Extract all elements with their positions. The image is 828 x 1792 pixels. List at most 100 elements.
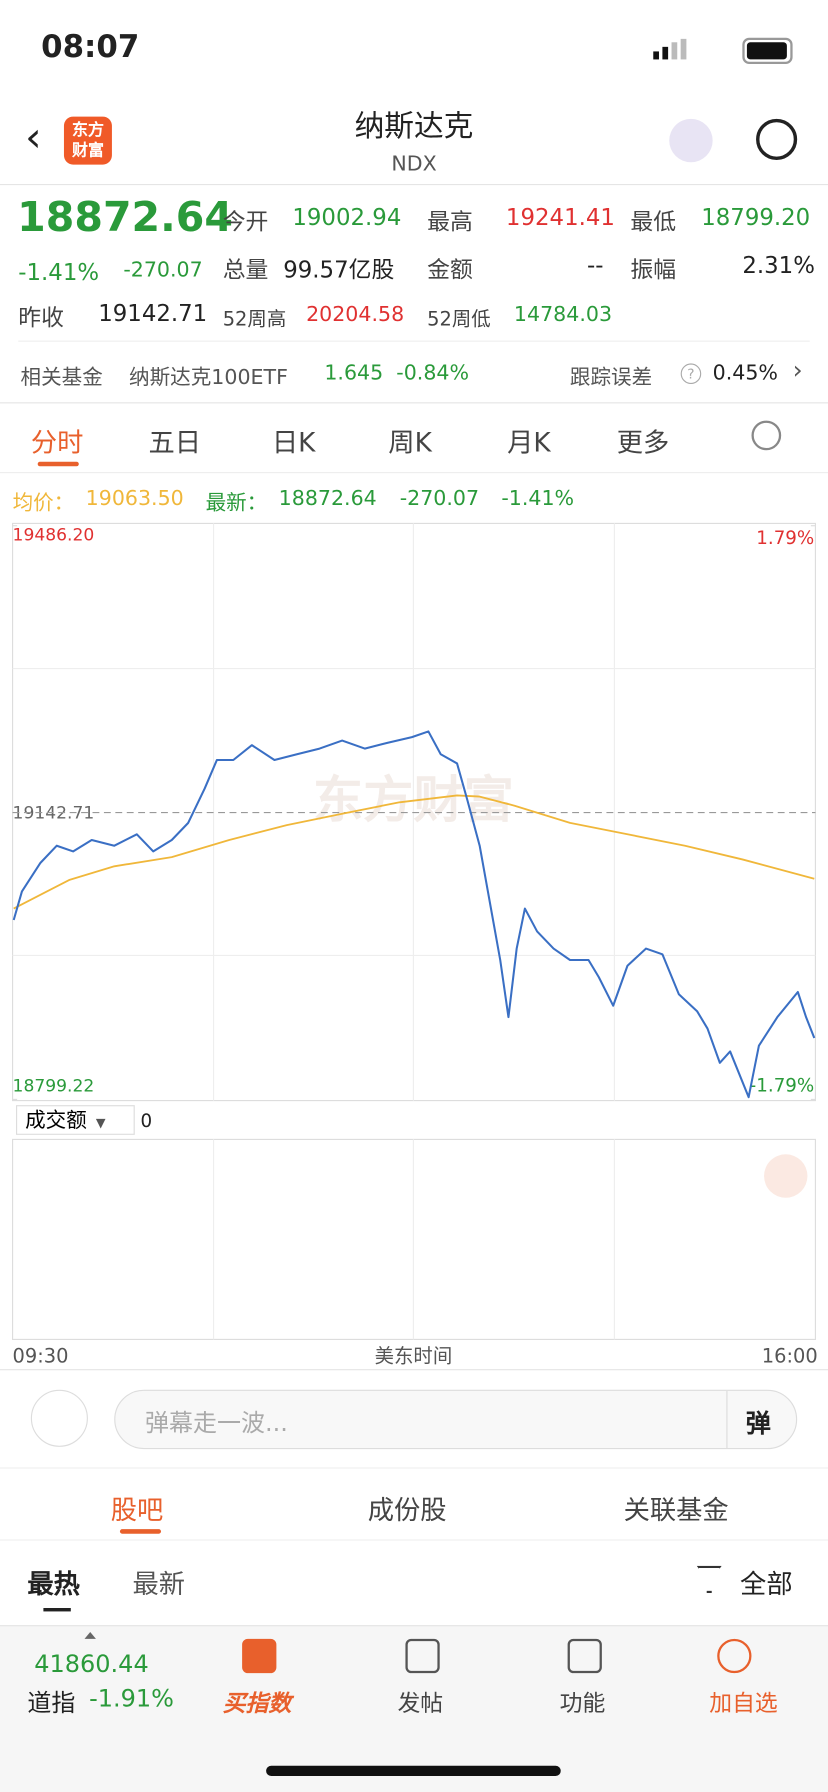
placeholder: 弹幕走一波... (145, 1409, 288, 1437)
fund-label: 相关基金 (20, 365, 103, 390)
nav-item[interactable]: 发帖 (397, 1689, 444, 1717)
chart: 东方财富 美东时间 18799.22 19142.71 19486.20 -1.79%… (11, 522, 818, 1367)
field-value: 19241.41 (505, 203, 615, 231)
divider (0, 402, 828, 404)
fund-name[interactable]: 纳斯达克100ETF (129, 365, 288, 390)
y2-tick-label: -1.79% (750, 1075, 815, 1096)
expand-button[interactable] (764, 1154, 808, 1198)
field-value: 18799.20 (701, 203, 811, 231)
status-time: 08:07 (41, 29, 140, 66)
volume-frame (11, 1138, 817, 1341)
logo-text: 东方 (71, 121, 104, 140)
field-value: 19142.71 (98, 299, 208, 327)
fund-price: 1.645 (324, 361, 384, 386)
section-tab[interactable]: 成份股 (367, 1496, 447, 1526)
field-value: 99.57亿股 (283, 256, 395, 284)
danmaku-button[interactable]: 弹 (745, 1410, 771, 1439)
field-label: 52周低 (427, 308, 491, 332)
subtab-indicator (43, 1608, 71, 1612)
tab-indicator (37, 461, 79, 467)
chart-tab[interactable]: 日K (271, 428, 316, 459)
fund-change: -0.84% (396, 361, 470, 386)
logo: 东方 财富 (63, 116, 112, 165)
signal (653, 38, 690, 60)
nav-icon (567, 1638, 602, 1674)
x-tick-label: 09:30 (13, 1344, 69, 1367)
tracking-label: 跟踪误差 (569, 365, 653, 390)
field-label: 振幅 (630, 256, 677, 284)
chart-tab[interactable]: 月K (507, 428, 551, 459)
subtitle: NDX (391, 152, 437, 177)
legend-avg: 19063.50 (85, 486, 184, 511)
settings-button[interactable] (751, 420, 782, 451)
nav-icon (717, 1638, 752, 1674)
price: 18872.64 (17, 194, 234, 242)
index-value: 41860.44 (34, 1650, 149, 1678)
divider (18, 340, 810, 342)
divider (0, 1467, 828, 1469)
legend-avg-label: 均价： (12, 491, 75, 516)
nav-icon (405, 1638, 440, 1674)
x-axis-label: 美东时间 (375, 1344, 453, 1367)
section-indicator (119, 1529, 162, 1534)
tracking-value: 0.45% (712, 361, 778, 386)
nav-icon (242, 1638, 277, 1674)
battery (742, 37, 793, 65)
index-change: -1.91% (89, 1684, 174, 1713)
home-indicator (266, 1765, 561, 1777)
y-tick-label: 19142.71 (13, 803, 95, 823)
nav-item[interactable]: 买指数 (222, 1689, 292, 1717)
bottom-bar (0, 1625, 828, 1792)
x-tick-label: 16:00 (762, 1344, 818, 1367)
expand-arrow (84, 1632, 96, 1639)
filter-icon (696, 1565, 722, 1594)
y-tick-label: 18799.22 (13, 1076, 95, 1096)
field-label: 最低 (630, 208, 677, 236)
field-label: 今开 (222, 208, 269, 236)
index-name: 道指 (27, 1689, 76, 1717)
nav-item[interactable]: 加自选 (709, 1689, 778, 1717)
field-value: 20204.58 (306, 302, 405, 327)
comment-input[interactable]: 弹幕走一波... 弹 (114, 1389, 798, 1450)
divider (0, 184, 828, 186)
field-value: -- (587, 251, 604, 279)
watermark: 东方财富 (313, 770, 514, 829)
volume-value: 0 (140, 1109, 153, 1132)
section-tab[interactable]: 关联基金 (623, 1496, 729, 1526)
field-value: 14784.03 (513, 302, 613, 327)
legend-change: -270.07 (399, 486, 480, 511)
change: -270.07 (123, 258, 203, 283)
legend-change-pct: -1.41% (501, 486, 575, 511)
field-label: 金额 (427, 256, 473, 284)
filter[interactable]: 全部 (740, 1570, 793, 1601)
chevron: › (792, 356, 803, 386)
back-button[interactable]: ‹ (25, 114, 42, 162)
divider (0, 1369, 828, 1371)
field-value: 2.31% (742, 251, 815, 279)
chart-tab[interactable]: 分时 (30, 428, 84, 459)
legend-latest-label: 最新： (205, 491, 268, 516)
title: 纳斯达克 (354, 109, 474, 145)
subtab-new[interactable]: 最新 (132, 1570, 186, 1601)
nav-item[interactable]: 功能 (559, 1689, 606, 1717)
field-label: 昨收 (18, 304, 64, 332)
field-value: 19002.94 (292, 203, 402, 231)
volume-label: 成交额 (25, 1108, 87, 1133)
help-icon[interactable]: ? (680, 363, 702, 385)
chart-tab[interactable]: 周K (388, 428, 432, 459)
y2-tick-label: 1.79% (756, 528, 814, 549)
danmaku-toggle[interactable] (30, 1389, 88, 1447)
logo-text: 财富 (71, 141, 104, 161)
divider (0, 1539, 828, 1541)
assistant-icon[interactable] (669, 118, 713, 163)
y-tick-label: 19486.20 (13, 526, 95, 546)
subtab-hot[interactable]: 最热 (27, 1570, 80, 1601)
series-line (12, 730, 816, 1099)
volume-selector[interactable]: 成交额 ▼ (15, 1105, 135, 1135)
legend-latest: 18872.64 (278, 486, 377, 511)
chart-tab[interactable]: 五日 (148, 428, 202, 459)
search-button[interactable] (756, 118, 798, 161)
chart-tab[interactable]: 更多 (616, 428, 670, 459)
section-tab[interactable]: 股吧 (110, 1496, 164, 1526)
